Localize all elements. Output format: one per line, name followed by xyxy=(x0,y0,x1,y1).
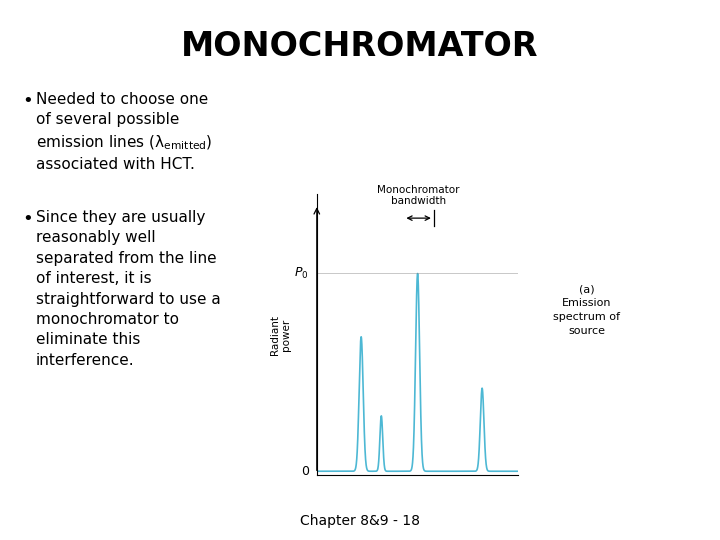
Text: $P_0$: $P_0$ xyxy=(294,266,309,281)
Text: •: • xyxy=(22,210,32,228)
Text: Needed to choose one
of several possible
emission lines (λ$_{\mathregular{emitte: Needed to choose one of several possible… xyxy=(36,92,212,172)
Text: (a)
Emission
spectrum of
source: (a) Emission spectrum of source xyxy=(553,284,621,336)
Text: Monochromator
bandwidth: Monochromator bandwidth xyxy=(377,185,460,206)
Text: Chapter 8&9 - 18: Chapter 8&9 - 18 xyxy=(300,514,420,528)
Text: Since they are usually
reasonably well
separated from the line
of interest, it i: Since they are usually reasonably well s… xyxy=(36,210,221,368)
Text: Radiant
power: Radiant power xyxy=(270,315,292,355)
Text: •: • xyxy=(22,92,32,110)
Text: MONOCHROMATOR: MONOCHROMATOR xyxy=(181,30,539,63)
Text: 0: 0 xyxy=(301,465,309,478)
